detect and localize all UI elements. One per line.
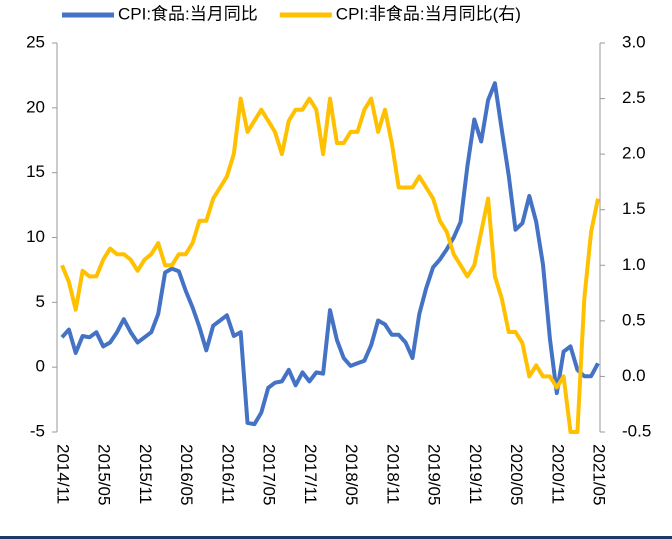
x-tick-label: 2018/11	[383, 444, 402, 504]
x-tick-label: 2016/11	[218, 444, 237, 504]
y2-tick-label: 1.5	[622, 199, 646, 218]
y-tick-label: 20	[26, 97, 45, 116]
x-tick-label: 2015/05	[95, 444, 114, 505]
y2-tick-label: 0.5	[622, 310, 646, 329]
y-tick-label: 15	[26, 162, 45, 181]
x-tick-label: 2017/05	[260, 444, 279, 505]
y-tick-label: 0	[36, 357, 45, 376]
y-tick-label: 25	[26, 32, 45, 51]
series-line	[60, 96, 600, 434]
y2-tick-label: -0.5	[622, 421, 651, 440]
x-tick-label: 2021/05	[590, 444, 609, 505]
legend-label: CPI:食品:当月同比	[118, 4, 258, 23]
y-tick-label: 10	[26, 227, 45, 246]
x-tick-label: 2019/11	[466, 444, 485, 504]
y2-tick-label: 2.0	[622, 144, 646, 163]
x-tick-label: 2018/05	[342, 444, 361, 505]
series-line	[60, 81, 600, 427]
y2-tick-label: 2.5	[622, 88, 646, 107]
x-tick-label: 2015/11	[136, 444, 155, 504]
x-tick-label: 2017/11	[301, 444, 320, 504]
x-tick-label: 2016/05	[177, 444, 196, 505]
x-tick-label: 2020/11	[548, 444, 567, 504]
y-tick-label: 5	[36, 292, 45, 311]
y2-tick-label: 0.0	[622, 366, 646, 385]
x-tick-label: 2014/11	[54, 444, 73, 504]
bottom-border	[0, 536, 672, 539]
y-tick-label: -5	[30, 421, 45, 440]
y2-tick-label: 1.0	[622, 255, 646, 274]
x-tick-label: 2020/05	[507, 444, 526, 505]
x-tick-label: 2019/05	[425, 444, 444, 505]
y2-tick-label: 3.0	[622, 32, 646, 51]
legend-label: CPI:非食品:当月同比(右)	[336, 4, 521, 23]
